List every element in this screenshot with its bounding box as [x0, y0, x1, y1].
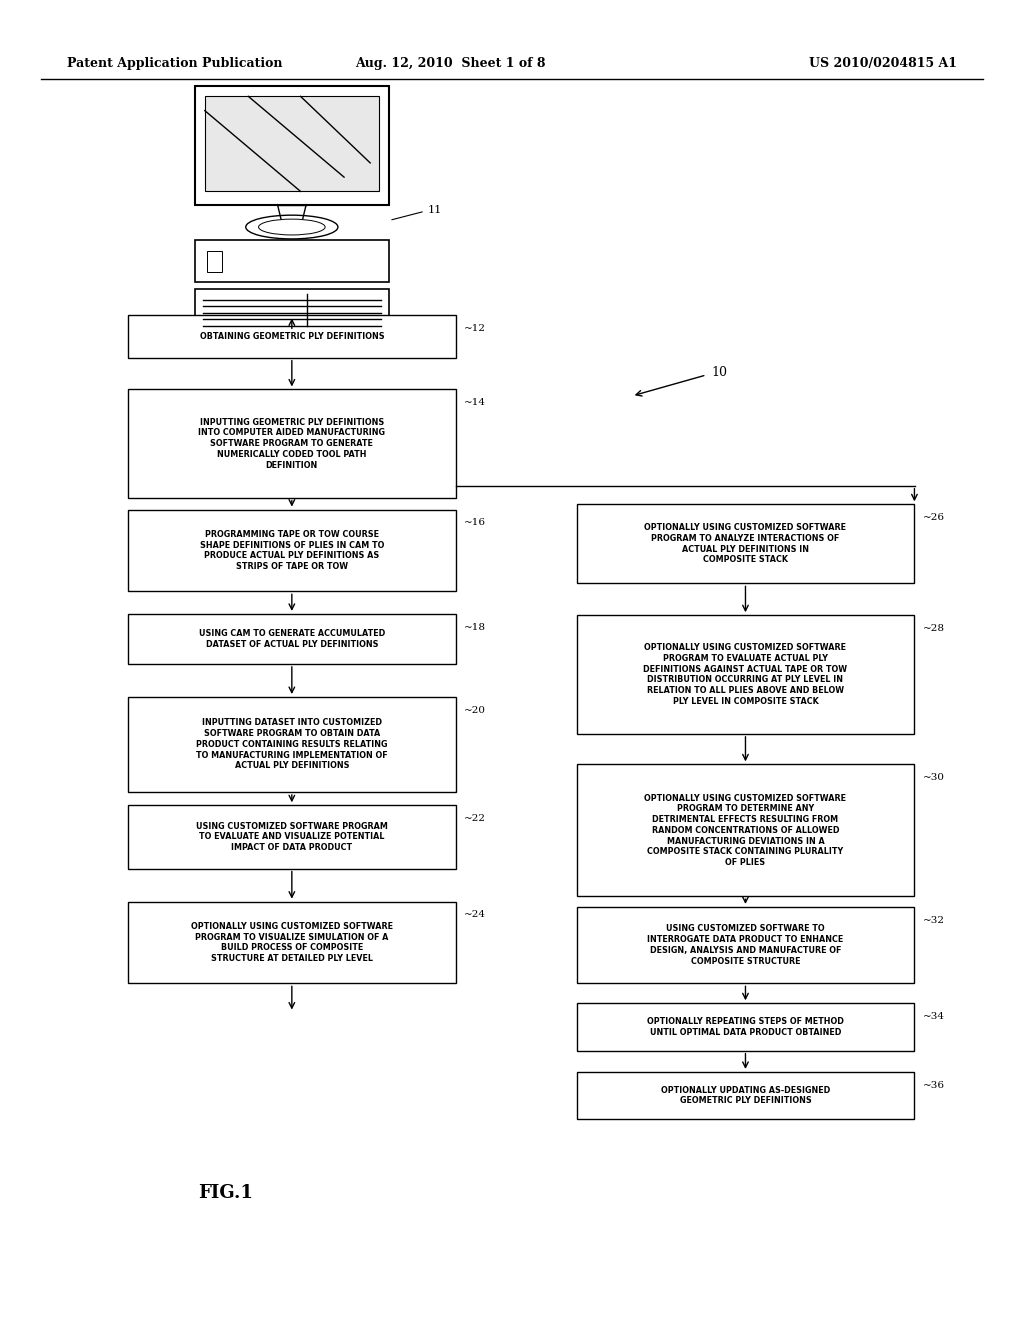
- Bar: [577, 1072, 914, 1119]
- Text: USING CUSTOMIZED SOFTWARE PROGRAM
TO EVALUATE AND VISUALIZE POTENTIAL
IMPACT OF : USING CUSTOMIZED SOFTWARE PROGRAM TO EVA…: [196, 821, 388, 853]
- Text: INPUTTING GEOMETRIC PLY DEFINITIONS
INTO COMPUTER AIDED MANUFACTURING
SOFTWARE P: INPUTTING GEOMETRIC PLY DEFINITIONS INTO…: [199, 417, 385, 470]
- Text: US 2010/0204815 A1: US 2010/0204815 A1: [809, 57, 957, 70]
- Text: ~18: ~18: [464, 623, 485, 631]
- Text: ~34: ~34: [923, 1012, 944, 1020]
- Bar: [128, 510, 456, 591]
- Text: OPTIONALLY USING CUSTOMIZED SOFTWARE
PROGRAM TO EVALUATE ACTUAL PLY
DEFINITIONS : OPTIONALLY USING CUSTOMIZED SOFTWARE PRO…: [643, 643, 848, 706]
- Text: OBTAINING GEOMETRIC PLY DEFINITIONS: OBTAINING GEOMETRIC PLY DEFINITIONS: [200, 333, 384, 341]
- Bar: [128, 805, 456, 869]
- Bar: [128, 315, 456, 358]
- Bar: [195, 240, 389, 282]
- Text: ~20: ~20: [464, 706, 485, 714]
- Text: 10: 10: [712, 366, 728, 379]
- Text: ~32: ~32: [923, 916, 944, 924]
- Text: ~12: ~12: [464, 325, 485, 333]
- Text: FIG.1: FIG.1: [198, 1184, 253, 1203]
- Text: USING CUSTOMIZED SOFTWARE TO
INTERROGATE DATA PRODUCT TO ENHANCE
DESIGN, ANALYSI: USING CUSTOMIZED SOFTWARE TO INTERROGATE…: [647, 924, 844, 966]
- Bar: [577, 907, 914, 983]
- Text: INPUTTING DATASET INTO CUSTOMIZED
SOFTWARE PROGRAM TO OBTAIN DATA
PRODUCT CONTAI: INPUTTING DATASET INTO CUSTOMIZED SOFTWA…: [196, 718, 388, 771]
- Bar: [207, 251, 222, 272]
- Bar: [195, 86, 389, 205]
- Bar: [577, 764, 914, 896]
- Text: Patent Application Publication: Patent Application Publication: [67, 57, 282, 70]
- Text: Aug. 12, 2010  Sheet 1 of 8: Aug. 12, 2010 Sheet 1 of 8: [355, 57, 546, 70]
- Text: OPTIONALLY USING CUSTOMIZED SOFTWARE
PROGRAM TO DETERMINE ANY
DETRIMENTAL EFFECT: OPTIONALLY USING CUSTOMIZED SOFTWARE PRO…: [644, 793, 847, 867]
- Bar: [128, 389, 456, 498]
- Text: ~30: ~30: [923, 774, 944, 781]
- Bar: [577, 1003, 914, 1051]
- Bar: [577, 504, 914, 583]
- Text: PROGRAMMING TAPE OR TOW COURSE
SHAPE DEFINITIONS OF PLIES IN CAM TO
PRODUCE ACTU: PROGRAMMING TAPE OR TOW COURSE SHAPE DEF…: [200, 529, 384, 572]
- Text: OPTIONALLY REPEATING STEPS OF METHOD
UNTIL OPTIMAL DATA PRODUCT OBTAINED: OPTIONALLY REPEATING STEPS OF METHOD UNT…: [647, 1018, 844, 1036]
- Bar: [577, 615, 914, 734]
- Text: OPTIONALLY USING CUSTOMIZED SOFTWARE
PROGRAM TO ANALYZE INTERACTIONS OF
ACTUAL P: OPTIONALLY USING CUSTOMIZED SOFTWARE PRO…: [644, 523, 847, 565]
- Text: ~24: ~24: [464, 911, 485, 919]
- Text: USING CAM TO GENERATE ACCUMULATED
DATASET OF ACTUAL PLY DEFINITIONS: USING CAM TO GENERATE ACCUMULATED DATASE…: [199, 630, 385, 648]
- Text: ~22: ~22: [464, 814, 485, 822]
- Text: ~14: ~14: [464, 399, 485, 407]
- Text: ~16: ~16: [464, 519, 485, 527]
- Ellipse shape: [246, 215, 338, 239]
- Text: ~26: ~26: [923, 513, 944, 521]
- Bar: [128, 902, 456, 983]
- Bar: [205, 96, 379, 191]
- Text: ~28: ~28: [923, 624, 944, 632]
- Text: OPTIONALLY UPDATING AS-DESIGNED
GEOMETRIC PLY DEFINITIONS: OPTIONALLY UPDATING AS-DESIGNED GEOMETRI…: [660, 1086, 830, 1105]
- Text: OPTIONALLY USING CUSTOMIZED SOFTWARE
PROGRAM TO VISUALIZE SIMULATION OF A
BUILD : OPTIONALLY USING CUSTOMIZED SOFTWARE PRO…: [190, 921, 393, 964]
- Text: 11: 11: [428, 205, 442, 215]
- Ellipse shape: [258, 219, 326, 235]
- Bar: [128, 614, 456, 664]
- Bar: [128, 697, 456, 792]
- Text: ~36: ~36: [923, 1081, 944, 1089]
- Bar: [195, 289, 389, 331]
